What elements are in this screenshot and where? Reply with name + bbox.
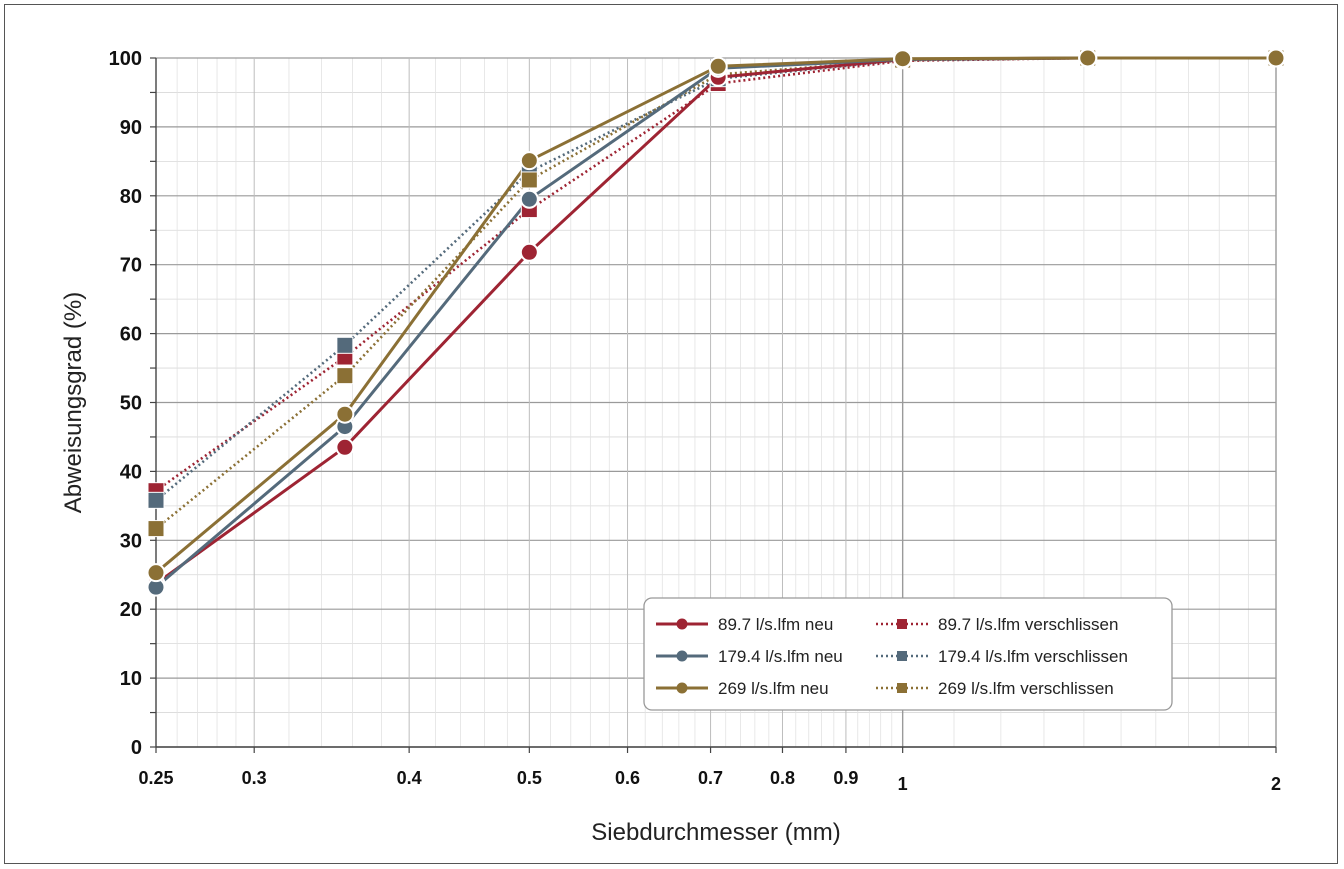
data-point [1266,48,1286,68]
axes [150,57,1277,753]
data-point [519,242,539,262]
data-point [147,491,165,509]
x-tick-label: 0.8 [770,768,795,788]
y-tick-label: 100 [109,48,142,70]
x-tick-labels: 0.25 0.3 0.4 0.5 0.6 0.7 0.8 0.9 1 2 [138,768,1281,794]
x-tick-label: 0.6 [615,768,640,788]
y-tick-label: 70 [120,255,142,277]
legend-marker [676,682,688,694]
x-axis-title: Siebdurchmesser (mm) [591,819,840,846]
legend-marker [676,618,688,630]
y-tick-label: 10 [120,668,142,690]
x-tick-label: 0.25 [138,768,173,788]
data-point [147,520,165,538]
data-point [893,49,913,69]
major-grid [155,57,1277,748]
data-point [336,336,354,354]
series-line-2 [155,56,1276,574]
y-tick-label: 90 [120,117,142,139]
series-line-5 [155,56,1276,530]
x-tick-label: 0.5 [517,768,542,788]
series-line-0 [155,56,1276,585]
series-line-4 [155,56,1276,502]
y-axis-title: Abweisungsgrad (%) [60,292,87,513]
series-line-3 [155,56,1276,492]
chart-frame: 0 10 20 30 40 50 60 70 80 90 100 0.25 0.3 0.4 0.5 0.6 0… [4,4,1338,864]
y-tick-label: 20 [120,599,142,621]
legend-marker [897,683,907,693]
legend-label: 269 l/s.lfm verschlissen [938,679,1114,698]
data-point [146,563,166,583]
y-tick-label: 30 [120,530,142,552]
data-point [335,404,355,424]
x-tick-label: 0.7 [698,768,723,788]
x-tick-label: 0.9 [833,768,858,788]
legend-label: 179.4 l/s.lfm verschlissen [938,647,1128,666]
y-tick-label: 0 [131,737,142,759]
x-tick-label: 0.3 [242,768,267,788]
y-tick-label: 60 [120,324,142,346]
legend-marker [897,651,907,661]
legend-box [643,597,1173,711]
y-tick-label: 40 [120,461,142,483]
data-point [708,56,728,76]
data-point [519,151,539,171]
data-point [1078,48,1098,68]
series-markers [146,48,1286,597]
series-lines [155,56,1276,589]
data-point [519,189,539,209]
legend-marker [897,619,907,629]
x-tick-label: 2 [1271,774,1281,794]
legend-label: 179.4 l/s.lfm neu [718,647,843,666]
legend-label: 269 l/s.lfm neu [718,679,829,698]
data-point [335,437,355,457]
data-point [520,171,538,189]
y-tick-label: 80 [120,186,142,208]
legend-label: 89.7 l/s.lfm verschlissen [938,615,1118,634]
x-tick-label: 1 [898,774,908,794]
data-point [336,367,354,385]
y-tick-labels: 0 10 20 30 40 50 60 70 80 90 100 [109,48,142,759]
legend: 89.7 l/s.lfm neu 179.4 l/s.lfm neu 269 l/s… [643,597,1173,711]
legend-marker [676,650,688,662]
y-tick-label: 50 [120,393,142,415]
series-line-1 [155,56,1276,589]
x-tick-label: 0.4 [397,768,422,788]
legend-label: 89.7 l/s.lfm neu [718,615,833,634]
